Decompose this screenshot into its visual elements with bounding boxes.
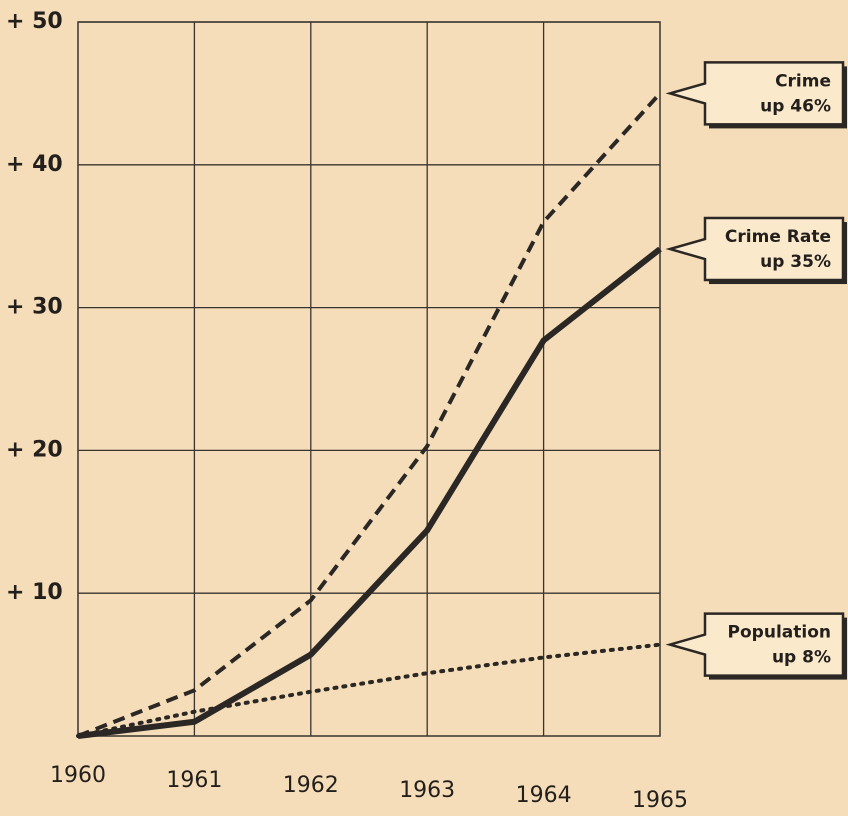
- y-tick-label: + 50: [6, 9, 63, 34]
- annotation-box: [665, 612, 845, 677]
- x-tick-label: 1962: [283, 773, 339, 798]
- annotation-box: [665, 61, 845, 126]
- annotation-note: up 46%: [760, 96, 831, 116]
- x-tick-label: 1965: [632, 788, 688, 813]
- annotation: Population up 8%: [665, 612, 847, 680]
- y-tick-label: + 40: [6, 152, 63, 177]
- y-tick-label: + 10: [6, 580, 63, 605]
- series-line: [76, 642, 662, 738]
- annotation: Crime Rate up 35%: [665, 216, 847, 285]
- y-tick-label: + 20: [6, 437, 63, 462]
- annotation-name: Crime Rate: [725, 227, 831, 247]
- series-line: [77, 92, 662, 738]
- y-tick-label: + 30: [6, 295, 63, 320]
- annotation-note: up 35%: [760, 252, 831, 272]
- series-line: [77, 246, 662, 739]
- x-tick-label: 1960: [50, 763, 106, 788]
- annotation: Crime up 46%: [665, 61, 847, 129]
- annotation-note: up 8%: [772, 648, 831, 668]
- annotation-name: Population: [728, 623, 831, 643]
- x-tick-label: 1963: [399, 778, 455, 803]
- x-tick-label: 1964: [516, 783, 572, 808]
- x-tick-label: 1961: [166, 768, 222, 793]
- annotation-name: Crime: [775, 71, 831, 91]
- annotation-box: [665, 216, 845, 282]
